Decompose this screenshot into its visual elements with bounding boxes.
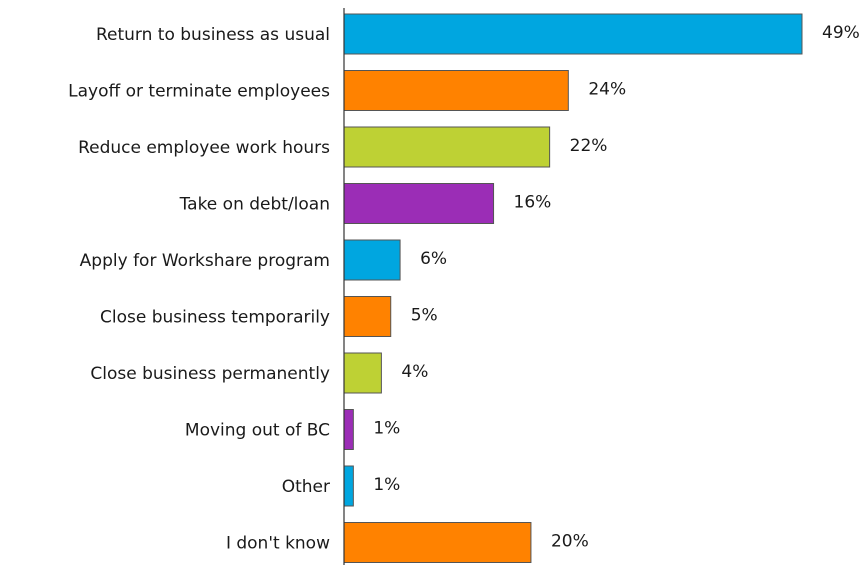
- bar-8: [343, 465, 354, 507]
- value-label-3: 16%: [514, 193, 552, 213]
- category-label-6: Close business permanently: [90, 364, 330, 384]
- value-label-1: 24%: [588, 80, 626, 100]
- value-label-4: 6%: [420, 249, 447, 269]
- value-label-6: 4%: [401, 362, 428, 382]
- bar-3: [343, 183, 495, 224]
- category-label-2: Reduce employee work hours: [78, 138, 330, 158]
- category-label-3: Take on debt/loan: [179, 195, 330, 215]
- category-label-1: Layoff or terminate employees: [68, 82, 330, 102]
- category-labels-group: Return to business as usual Layoff or ter…: [68, 25, 330, 554]
- bar-7: [343, 409, 354, 450]
- bar-9: [343, 522, 532, 563]
- bar-5: [343, 296, 392, 337]
- bar-0: [343, 13, 803, 55]
- category-label-4: Apply for Workshare program: [80, 251, 330, 271]
- bar-2: [343, 126, 551, 168]
- bars-group: [343, 13, 803, 563]
- value-label-7: 1%: [373, 419, 400, 439]
- category-label-0: Return to business as usual: [96, 25, 330, 45]
- category-label-8: Other: [282, 477, 330, 497]
- category-label-5: Close business temporarily: [100, 308, 330, 328]
- value-label-2: 22%: [570, 136, 608, 156]
- bar-1: [343, 70, 569, 111]
- value-label-0: 49%: [822, 23, 860, 43]
- value-label-9: 20%: [551, 532, 589, 552]
- value-label-5: 5%: [411, 306, 438, 326]
- bar-6: [343, 352, 382, 394]
- category-label-9: I don't know: [226, 534, 330, 554]
- bar-4: [343, 239, 401, 281]
- value-labels-group: 49% 24% 22% 16% 6% 5% 4% 1% 1% 20%: [373, 23, 859, 552]
- category-label-7: Moving out of BC: [185, 421, 330, 441]
- value-label-8: 1%: [373, 475, 400, 495]
